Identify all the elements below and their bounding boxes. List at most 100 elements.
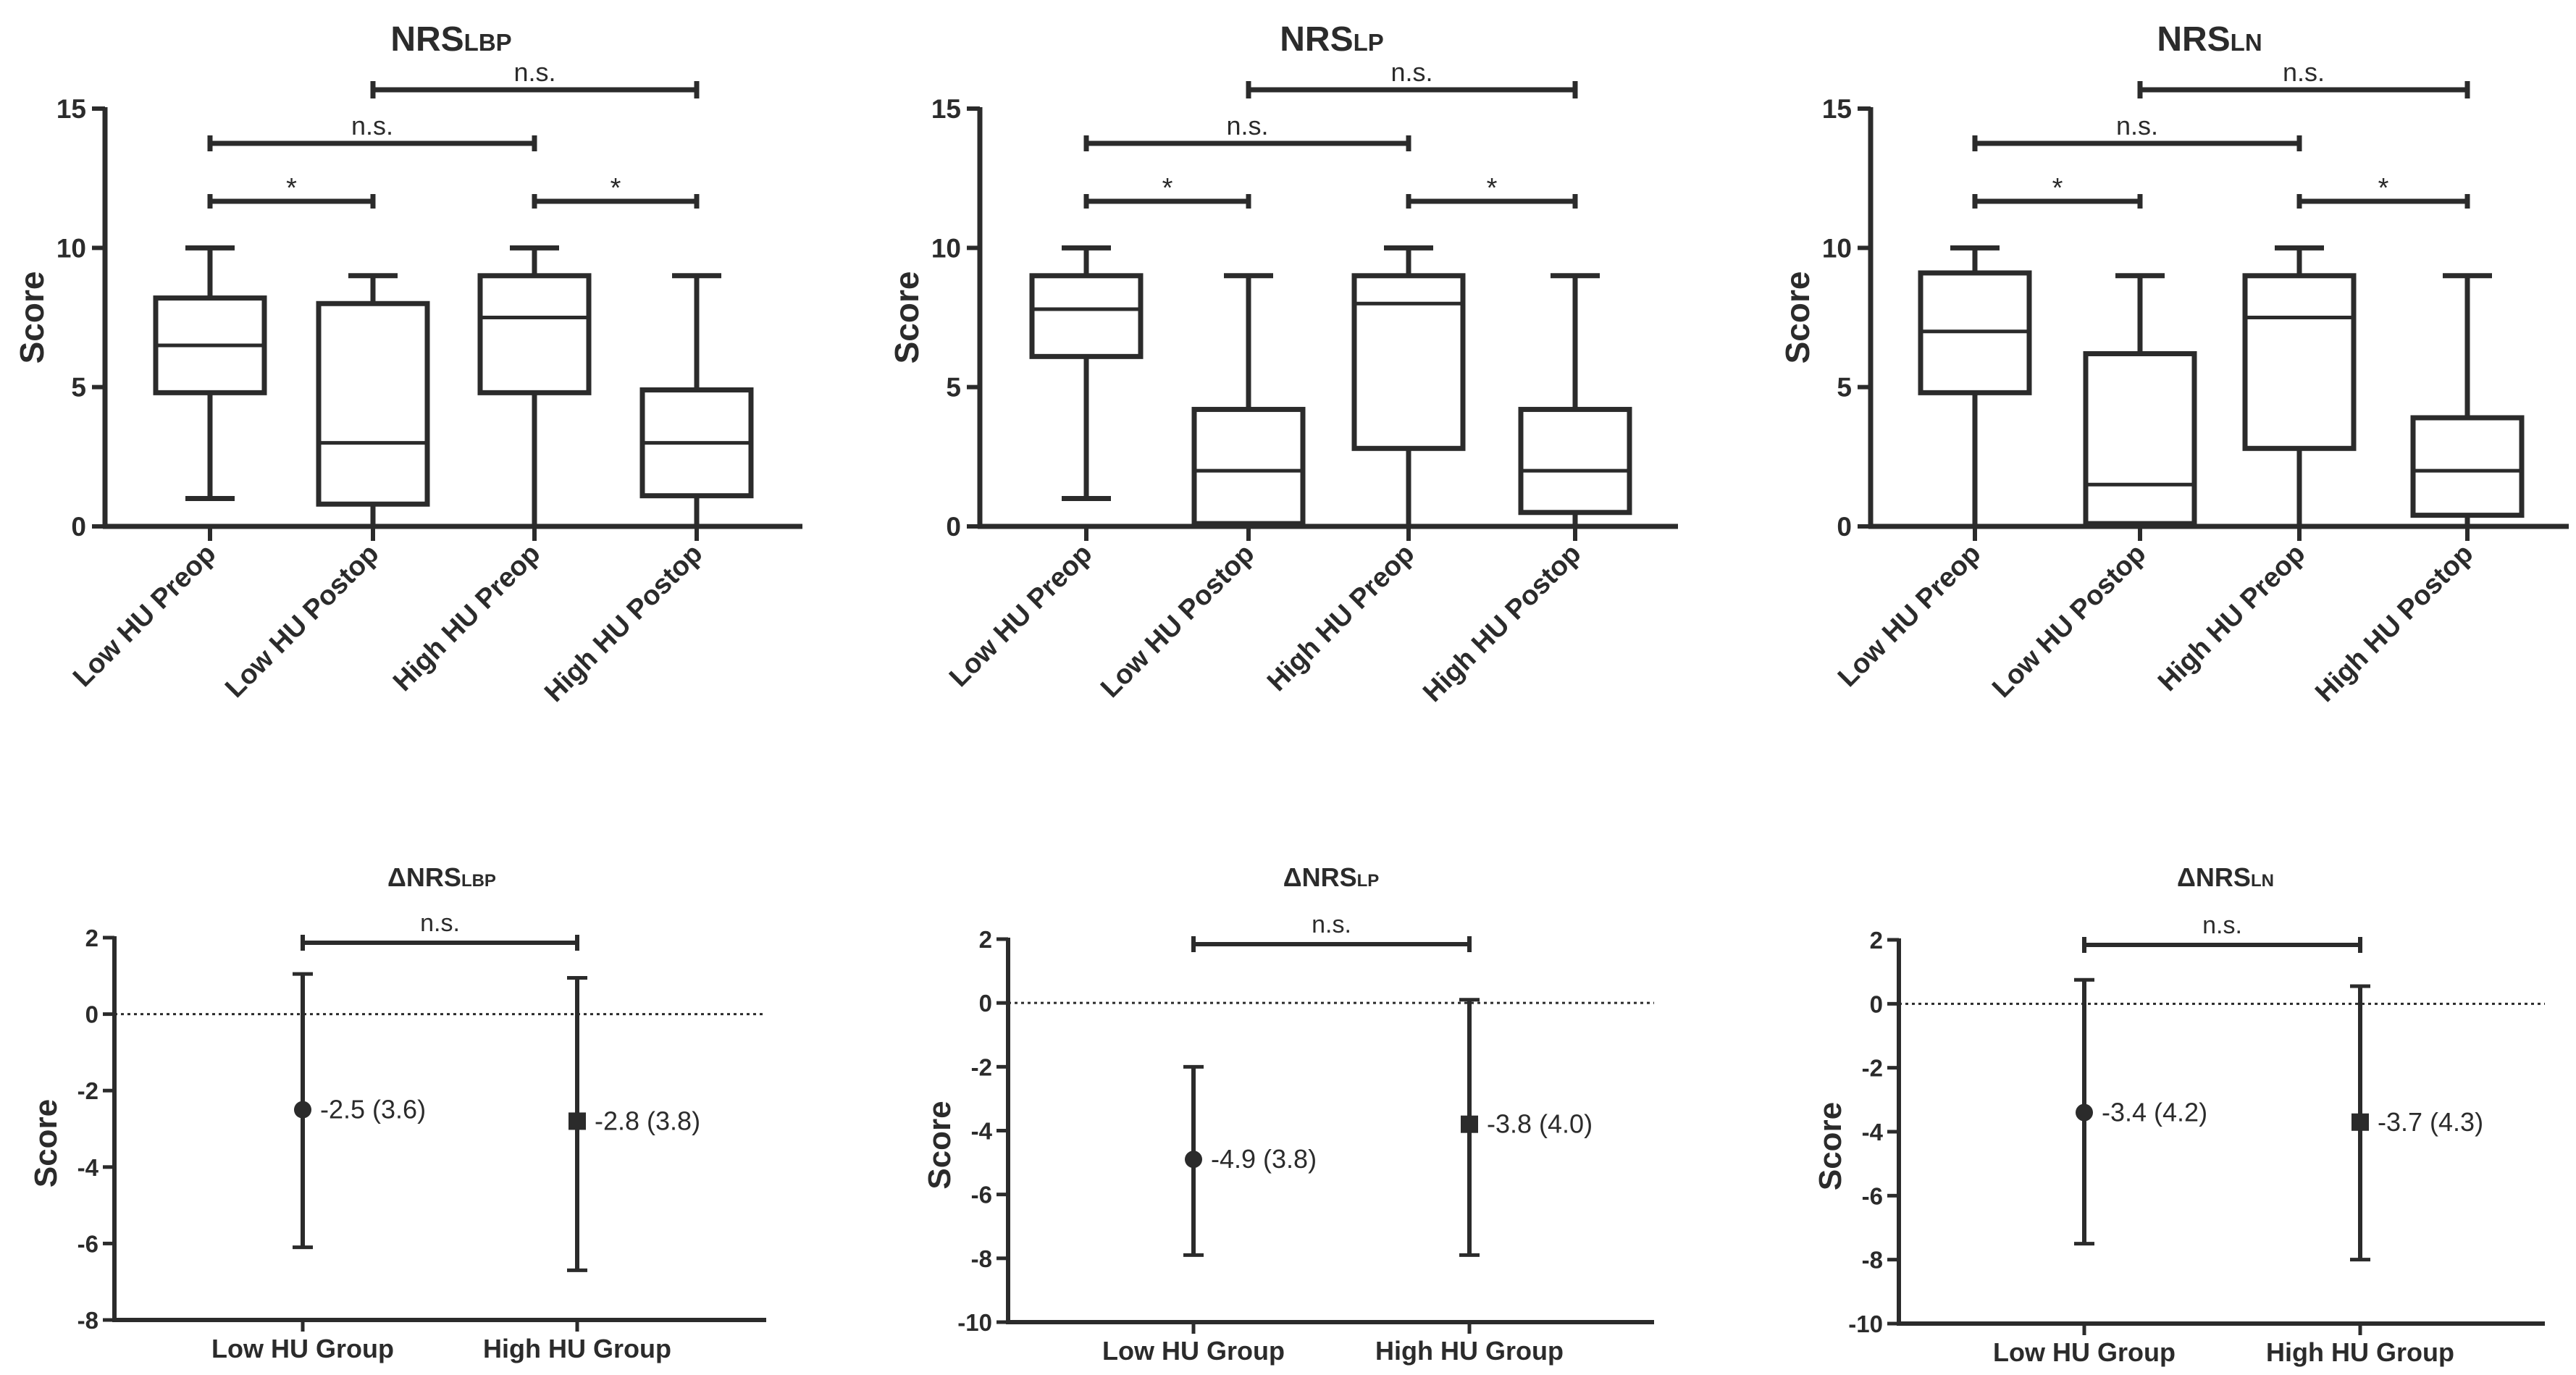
box-3 — [2242, 245, 2357, 526]
panel-title-subscript: LP — [1357, 871, 1380, 891]
significance-label: n.s. — [1226, 111, 1268, 140]
category-label: High HU Preop — [1262, 539, 1420, 697]
panel-title: ΔNRSLBP — [387, 862, 496, 892]
y-tick-label: 2 — [979, 926, 992, 953]
panel-title: ΔNRSLP — [1283, 862, 1380, 892]
category-label: Low HU Preop — [1832, 539, 1986, 693]
box-iqr — [2242, 273, 2357, 451]
y-tick-label: 0 — [979, 990, 992, 1017]
box-1 — [1918, 245, 2032, 526]
mean-sd-label: -2.5 (3.6) — [320, 1095, 426, 1124]
category-label: Low HU Group — [1993, 1337, 2176, 1367]
significance-bracket: * — [1083, 173, 1251, 209]
significance-bracket: n.s. — [1972, 111, 2302, 151]
category-label: Low HU Group — [1102, 1336, 1285, 1366]
significance-bracket: n.s. — [2137, 57, 2470, 98]
mean-sd-label: -3.4 (4.2) — [2102, 1098, 2207, 1127]
y-axis-title: Score — [888, 272, 926, 364]
panel-title-subscript: LBP — [461, 871, 496, 891]
category-label: Low HU Preop — [944, 539, 1098, 693]
mean-marker-circle — [2076, 1103, 2093, 1122]
significance-label: * — [1162, 173, 1173, 203]
y-tick-label: 0 — [1870, 991, 1883, 1017]
y-tick-label: -8 — [1862, 1247, 1883, 1274]
significance-label: n.s. — [420, 909, 460, 937]
y-tick-label: -6 — [971, 1182, 992, 1208]
significance-bracket: n.s. — [301, 909, 579, 951]
box-iqr — [1191, 406, 1306, 526]
significance-bracket: * — [532, 173, 700, 209]
mean-sd-label: -3.8 (4.0) — [1487, 1109, 1593, 1139]
panel-title: NRSLBP — [390, 20, 511, 59]
panel-title-subscript: LBP — [464, 29, 512, 56]
significance-bracket: n.s. — [370, 57, 700, 98]
y-tick-label: 10 — [931, 233, 961, 263]
box-4 — [2410, 273, 2525, 526]
y-axis-title: Score — [13, 272, 51, 364]
box-iqr — [477, 273, 592, 395]
significance-bracket: * — [1406, 173, 1578, 209]
significance-bracket: n.s. — [2082, 912, 2362, 953]
y-tick-label: 2 — [1870, 927, 1883, 954]
significance-label: n.s. — [2283, 57, 2325, 87]
y-tick-label: 15 — [931, 94, 961, 124]
panel-title-main: NRS — [2157, 20, 2230, 59]
mean-marker-square — [2351, 1113, 2369, 1131]
y-tick-label: 0 — [71, 512, 86, 542]
significance-label: * — [1487, 173, 1498, 203]
panel-title-subscript: LN — [2231, 29, 2262, 56]
box-iqr — [1518, 406, 1632, 516]
y-tick-label: -4 — [971, 1118, 993, 1145]
y-axis-title: Score — [1813, 1102, 1848, 1190]
significance-bracket: n.s. — [1083, 111, 1411, 151]
y-tick-label: 5 — [71, 373, 86, 403]
significance-label: n.s. — [1312, 911, 1351, 938]
mean-marker-circle — [294, 1101, 311, 1119]
panel-title-main: ΔNRS — [2177, 862, 2251, 892]
errorbar-2: -3.7 (4.3) — [2350, 984, 2483, 1262]
significance-label: n.s. — [513, 57, 555, 87]
significance-bracket: n.s. — [1191, 911, 1472, 952]
boxplot-panel-3: NRSLN 0 5 10 15 Score Low HU Preop Low HU Posto… — [1779, 20, 2569, 708]
category-label: High HU Postop — [2309, 539, 2479, 708]
mean-sd-label: -4.9 (3.8) — [1211, 1144, 1317, 1174]
panel-title-subscript: LP — [1354, 29, 1384, 56]
significance-label: * — [2052, 173, 2063, 203]
category-label: High HU Group — [1375, 1336, 1564, 1366]
y-tick-label: -4 — [77, 1154, 99, 1181]
y-tick-label: 5 — [1837, 373, 1852, 403]
y-tick-label: -6 — [77, 1230, 98, 1257]
y-tick-label: -8 — [77, 1307, 98, 1334]
y-tick-label: -2 — [77, 1077, 98, 1104]
y-tick-label: 10 — [56, 233, 86, 263]
errorbar-panel-2: ΔNRSLP 2 0 -2 -4 -6 -8 -10 Score Low HU Group High… — [922, 862, 1654, 1366]
y-tick-label: 10 — [1822, 233, 1852, 263]
box-2 — [316, 273, 430, 526]
box-1 — [1029, 245, 1144, 502]
errorbar-1: -2.5 (3.6) — [293, 972, 426, 1250]
mean-sd-label: -2.8 (3.8) — [595, 1106, 700, 1135]
panel-title-main: NRS — [1280, 20, 1353, 59]
y-tick-label: -8 — [971, 1245, 992, 1272]
y-tick-label: 0 — [946, 512, 961, 542]
significance-label: n.s. — [1390, 57, 1432, 87]
y-tick-label: -6 — [1862, 1182, 1883, 1209]
y-tick-label: -4 — [1862, 1119, 1884, 1145]
panel-title-main: ΔNRS — [387, 862, 461, 892]
significance-label: n.s. — [2202, 912, 2242, 939]
category-label: Low HU Group — [211, 1334, 394, 1363]
box-2 — [2083, 273, 2197, 526]
significance-label: * — [2378, 173, 2389, 203]
box-2 — [1191, 273, 1306, 526]
category-label: Low HU Postop — [1095, 539, 1260, 704]
y-axis-title: Score — [28, 1099, 64, 1187]
significance-bracket: * — [1972, 173, 2143, 209]
y-tick-label: -2 — [971, 1054, 992, 1080]
box-iqr — [2410, 415, 2525, 518]
y-tick-label: -10 — [1848, 1311, 1883, 1337]
panel-title-main: ΔNRS — [1283, 862, 1357, 892]
category-label: Low HU Postop — [1986, 539, 2152, 704]
